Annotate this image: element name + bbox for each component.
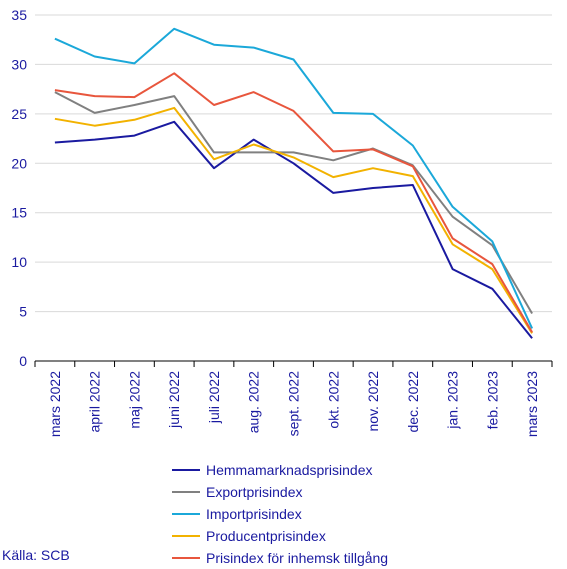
series-line (54, 72, 533, 333)
gridlines (35, 14, 552, 313)
y-tick-label: 25 (11, 106, 27, 122)
y-tick-label: 0 (19, 353, 27, 369)
series-line (54, 120, 533, 339)
x-tick-label: sept. 2022 (286, 371, 302, 437)
legend-swatch (172, 557, 200, 559)
x-tick-label: feb. 2023 (484, 371, 500, 430)
y-tick-label: 30 (11, 56, 27, 72)
x-tick-label: mars 2023 (524, 371, 540, 437)
y-tick-label: 20 (11, 155, 27, 171)
legend-label: Prisindex för inhemsk tillgång (206, 550, 389, 566)
y-tick-label: 5 (19, 304, 27, 320)
legend-label: Importprisindex (206, 506, 302, 522)
x-tick-label: mars 2022 (47, 371, 63, 437)
series-line (54, 91, 533, 315)
legend-swatch (172, 535, 200, 537)
legend: Hemmamarknadsprisindex Exportprisindex Imp… (172, 459, 388, 569)
x-tick-label: maj 2022 (126, 371, 142, 429)
series-line (54, 27, 534, 329)
legend-label: Producentprisindex (206, 528, 326, 544)
source-note: Källa: SCB (2, 547, 70, 563)
x-tick-label: juni 2022 (166, 371, 182, 429)
legend-item: Producentprisindex (172, 525, 388, 547)
y-tick-label: 15 (11, 205, 27, 221)
y-axis: 0 5 10 15 20 25 30 35 (11, 7, 27, 369)
legend-item: Exportprisindex (172, 481, 388, 503)
legend-item: Importprisindex (172, 503, 388, 525)
x-tick-label: jan. 2023 (445, 371, 461, 430)
legend-swatch (172, 469, 200, 471)
y-tick-label: 10 (11, 254, 27, 270)
legend-label: Exportprisindex (206, 484, 303, 500)
legend-swatch (172, 513, 200, 515)
x-axis: mars 2022 april 2022 maj 2022 juni 2022 juli… (34, 360, 553, 437)
legend-item: Prisindex för inhemsk tillgång (172, 547, 388, 569)
x-tick-label: aug. 2022 (246, 371, 262, 433)
series-lines (54, 27, 534, 339)
legend-item: Hemmamarknadsprisindex (172, 459, 388, 481)
x-tick-label: april 2022 (87, 371, 103, 433)
x-tick-label: juli 2022 (206, 371, 222, 424)
legend-label: Hemmamarknadsprisindex (206, 462, 373, 478)
x-tick-label: okt. 2022 (325, 371, 341, 429)
x-tick-label: dec. 2022 (405, 371, 421, 433)
x-tick-label: nov. 2022 (365, 371, 381, 432)
series-line (54, 106, 533, 334)
legend-swatch (172, 491, 200, 493)
y-tick-label: 35 (11, 7, 27, 23)
